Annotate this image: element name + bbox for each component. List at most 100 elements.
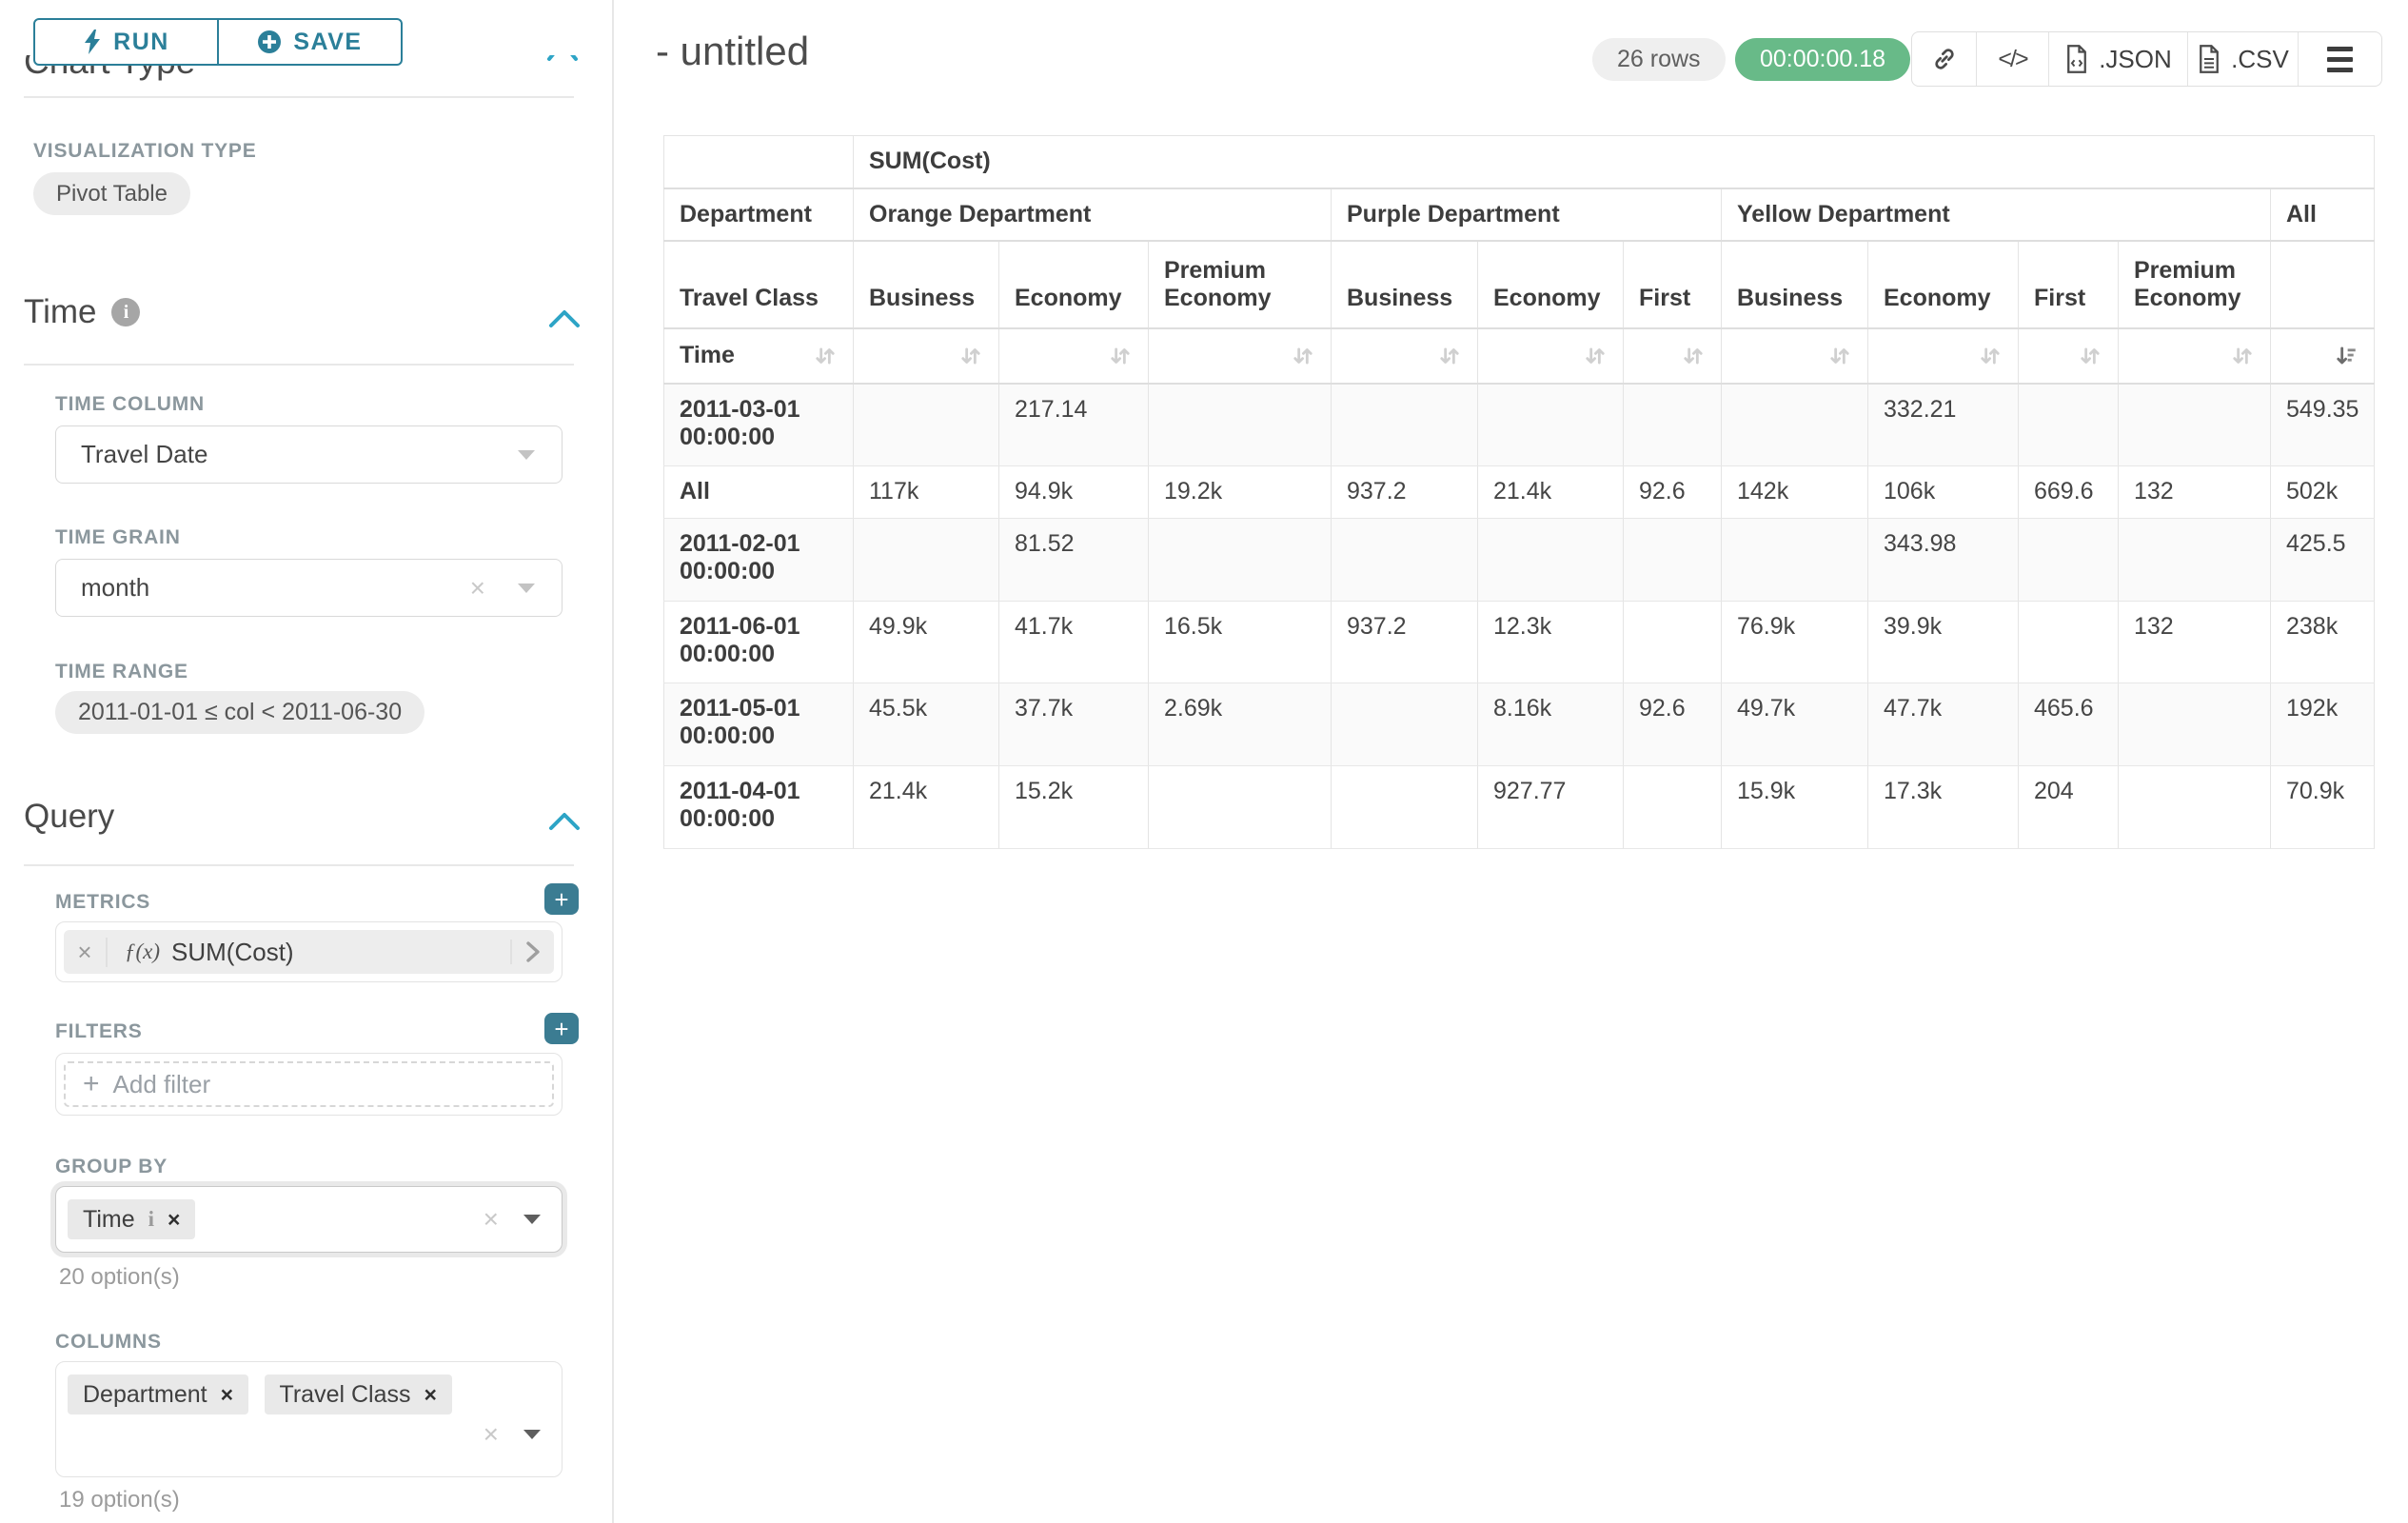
- pivot-cell: [1623, 601, 1722, 683]
- pivot-col-header: Economy: [998, 240, 1149, 329]
- clear-icon[interactable]: ×: [469, 572, 485, 603]
- pivot-cell: 549.35: [2270, 383, 2376, 466]
- pivot-cell: [1721, 383, 1868, 466]
- time-sort-header[interactable]: Time: [663, 327, 854, 385]
- columns-label: COLUMNS: [55, 1331, 162, 1353]
- export-csv-button[interactable]: .CSV: [2187, 32, 2298, 86]
- pivot-cell: [1623, 518, 1722, 602]
- run-button[interactable]: RUN: [33, 18, 218, 66]
- pivot-col-header: Business: [853, 240, 999, 329]
- pivot-cell: 45.5k: [853, 682, 999, 766]
- divider: [24, 96, 574, 98]
- pivot-row-label: 2011-02-01 00:00:00: [663, 518, 854, 602]
- export-toolbar: </> .JSON .CSV: [1911, 31, 2382, 87]
- pivot-cell: 142k: [1721, 465, 1868, 519]
- sort-icon[interactable]: [1477, 327, 1624, 385]
- sort-icon[interactable]: [2118, 327, 2271, 385]
- add-metric-button[interactable]: +: [544, 883, 579, 915]
- pivot-cell: [1331, 682, 1478, 766]
- pivot-cell: 47.7k: [1867, 682, 2019, 766]
- pivot-row-label: All: [663, 465, 854, 519]
- pivot-cell: [1721, 518, 1868, 602]
- pivot-col-header: Economy: [1867, 240, 2019, 329]
- pivot-col-group-header: Purple Department: [1331, 188, 1722, 242]
- time-grain-select[interactable]: month ×: [55, 559, 563, 617]
- export-json-button[interactable]: .JSON: [2048, 32, 2187, 86]
- pivot-cell: 132: [2118, 601, 2271, 683]
- view-query-button[interactable]: </>: [1976, 32, 2048, 86]
- sort-icon[interactable]: [2018, 327, 2119, 385]
- visualization-type-pill[interactable]: Pivot Table: [33, 172, 190, 215]
- sort-icon[interactable]: [1623, 327, 1722, 385]
- pivot-cell: [2118, 682, 2271, 766]
- share-link-button[interactable]: [1912, 32, 1976, 86]
- pivot-col-group-header: Yellow Department: [1721, 188, 2271, 242]
- pivot-cell: [1148, 383, 1332, 466]
- time-section-heading: Time i: [24, 293, 141, 331]
- save-button[interactable]: SAVE: [218, 18, 403, 66]
- chevron-down-icon[interactable]: [523, 1430, 541, 1439]
- pivot-cell: 49.9k: [853, 601, 999, 683]
- clear-icon[interactable]: ×: [483, 1204, 499, 1234]
- pivot-cell: 669.6: [2018, 465, 2119, 519]
- group-by-select[interactable]: Time i × ×: [55, 1186, 563, 1253]
- remove-tag-icon[interactable]: ×: [424, 1381, 437, 1407]
- chart-title[interactable]: - untitled: [656, 29, 810, 73]
- pivot-cell: 12.3k: [1477, 601, 1624, 683]
- menu-button[interactable]: [2298, 32, 2381, 86]
- time-range-pill[interactable]: 2011-01-01 ≤ col < 2011-06-30: [55, 691, 425, 734]
- run-save-button-group: RUN SAVE: [33, 18, 403, 66]
- chevron-down-icon: [518, 583, 535, 593]
- pivot-cell: 927.77: [1477, 765, 1624, 849]
- lightning-bolt-icon: [85, 30, 101, 54]
- remove-metric-icon[interactable]: ×: [64, 937, 108, 967]
- info-icon[interactable]: i: [111, 298, 141, 326]
- table-row: 2011-02-01 00:00:00 81.52 343.98 425.5: [663, 518, 2376, 602]
- pivot-col-header: Premium Economy: [2118, 240, 2271, 329]
- table-row: 2011-05-01 00:00:00 45.5k 37.7k 2.69k 8.16k 9…: [663, 682, 2376, 766]
- metric-name: SUM(Cost): [171, 937, 294, 966]
- pivot-cell: 92.6: [1623, 682, 1722, 766]
- sort-icon[interactable]: [998, 327, 1149, 385]
- pivot-cell: 502k: [2270, 465, 2376, 519]
- metrics-label: METRICS: [55, 891, 151, 913]
- add-filter-plus-button[interactable]: +: [544, 1013, 579, 1044]
- pivot-cell: 92.6: [1623, 465, 1722, 519]
- collapse-chevron-icon[interactable]: [547, 809, 582, 832]
- columns-select[interactable]: Department × Travel Class × ×: [55, 1361, 563, 1477]
- group-by-tag[interactable]: Time i ×: [68, 1199, 196, 1239]
- pivot-cell: [1148, 518, 1332, 602]
- sort-icon[interactable]: [1721, 327, 1868, 385]
- sort-icon-active[interactable]: [2270, 327, 2376, 385]
- pivot-cell: 21.4k: [1477, 465, 1624, 519]
- sort-icon[interactable]: [853, 327, 999, 385]
- divider: [24, 864, 574, 866]
- add-filter-button[interactable]: + Add filter: [64, 1061, 554, 1107]
- pivot-row-label: 2011-05-01 00:00:00: [663, 682, 854, 766]
- sort-icon[interactable]: [1331, 327, 1478, 385]
- pivot-cell: 41.7k: [998, 601, 1149, 683]
- pivot-cell: [1477, 383, 1624, 466]
- csv-file-icon: [2200, 45, 2220, 73]
- metric-pill[interactable]: × ƒ(x) SUM(Cost): [64, 930, 554, 974]
- sort-icon[interactable]: [1867, 327, 2019, 385]
- pivot-cell: [1148, 765, 1332, 849]
- plus-icon: +: [83, 1068, 100, 1099]
- fx-icon: ƒ(x): [125, 940, 161, 963]
- pivot-cell: 937.2: [1331, 465, 1478, 519]
- pivot-cell: 19.2k: [1148, 465, 1332, 519]
- time-column-select[interactable]: Travel Date: [55, 425, 563, 484]
- remove-tag-icon[interactable]: ×: [220, 1381, 234, 1407]
- pivot-cell: [2018, 383, 2119, 466]
- chevron-down-icon[interactable]: [523, 1215, 541, 1224]
- clear-icon[interactable]: ×: [483, 1419, 499, 1449]
- sort-icon[interactable]: [1148, 327, 1332, 385]
- pivot-cell: 465.6: [2018, 682, 2119, 766]
- info-icon[interactable]: i: [148, 1207, 155, 1231]
- collapse-chevron-icon[interactable]: [547, 307, 582, 329]
- remove-tag-icon[interactable]: ×: [168, 1206, 181, 1232]
- expand-metric-icon[interactable]: [510, 940, 554, 964]
- columns-tag[interactable]: Travel Class ×: [264, 1375, 452, 1414]
- columns-tag[interactable]: Department ×: [68, 1375, 249, 1414]
- metric-header: SUM(Cost): [853, 135, 2376, 189]
